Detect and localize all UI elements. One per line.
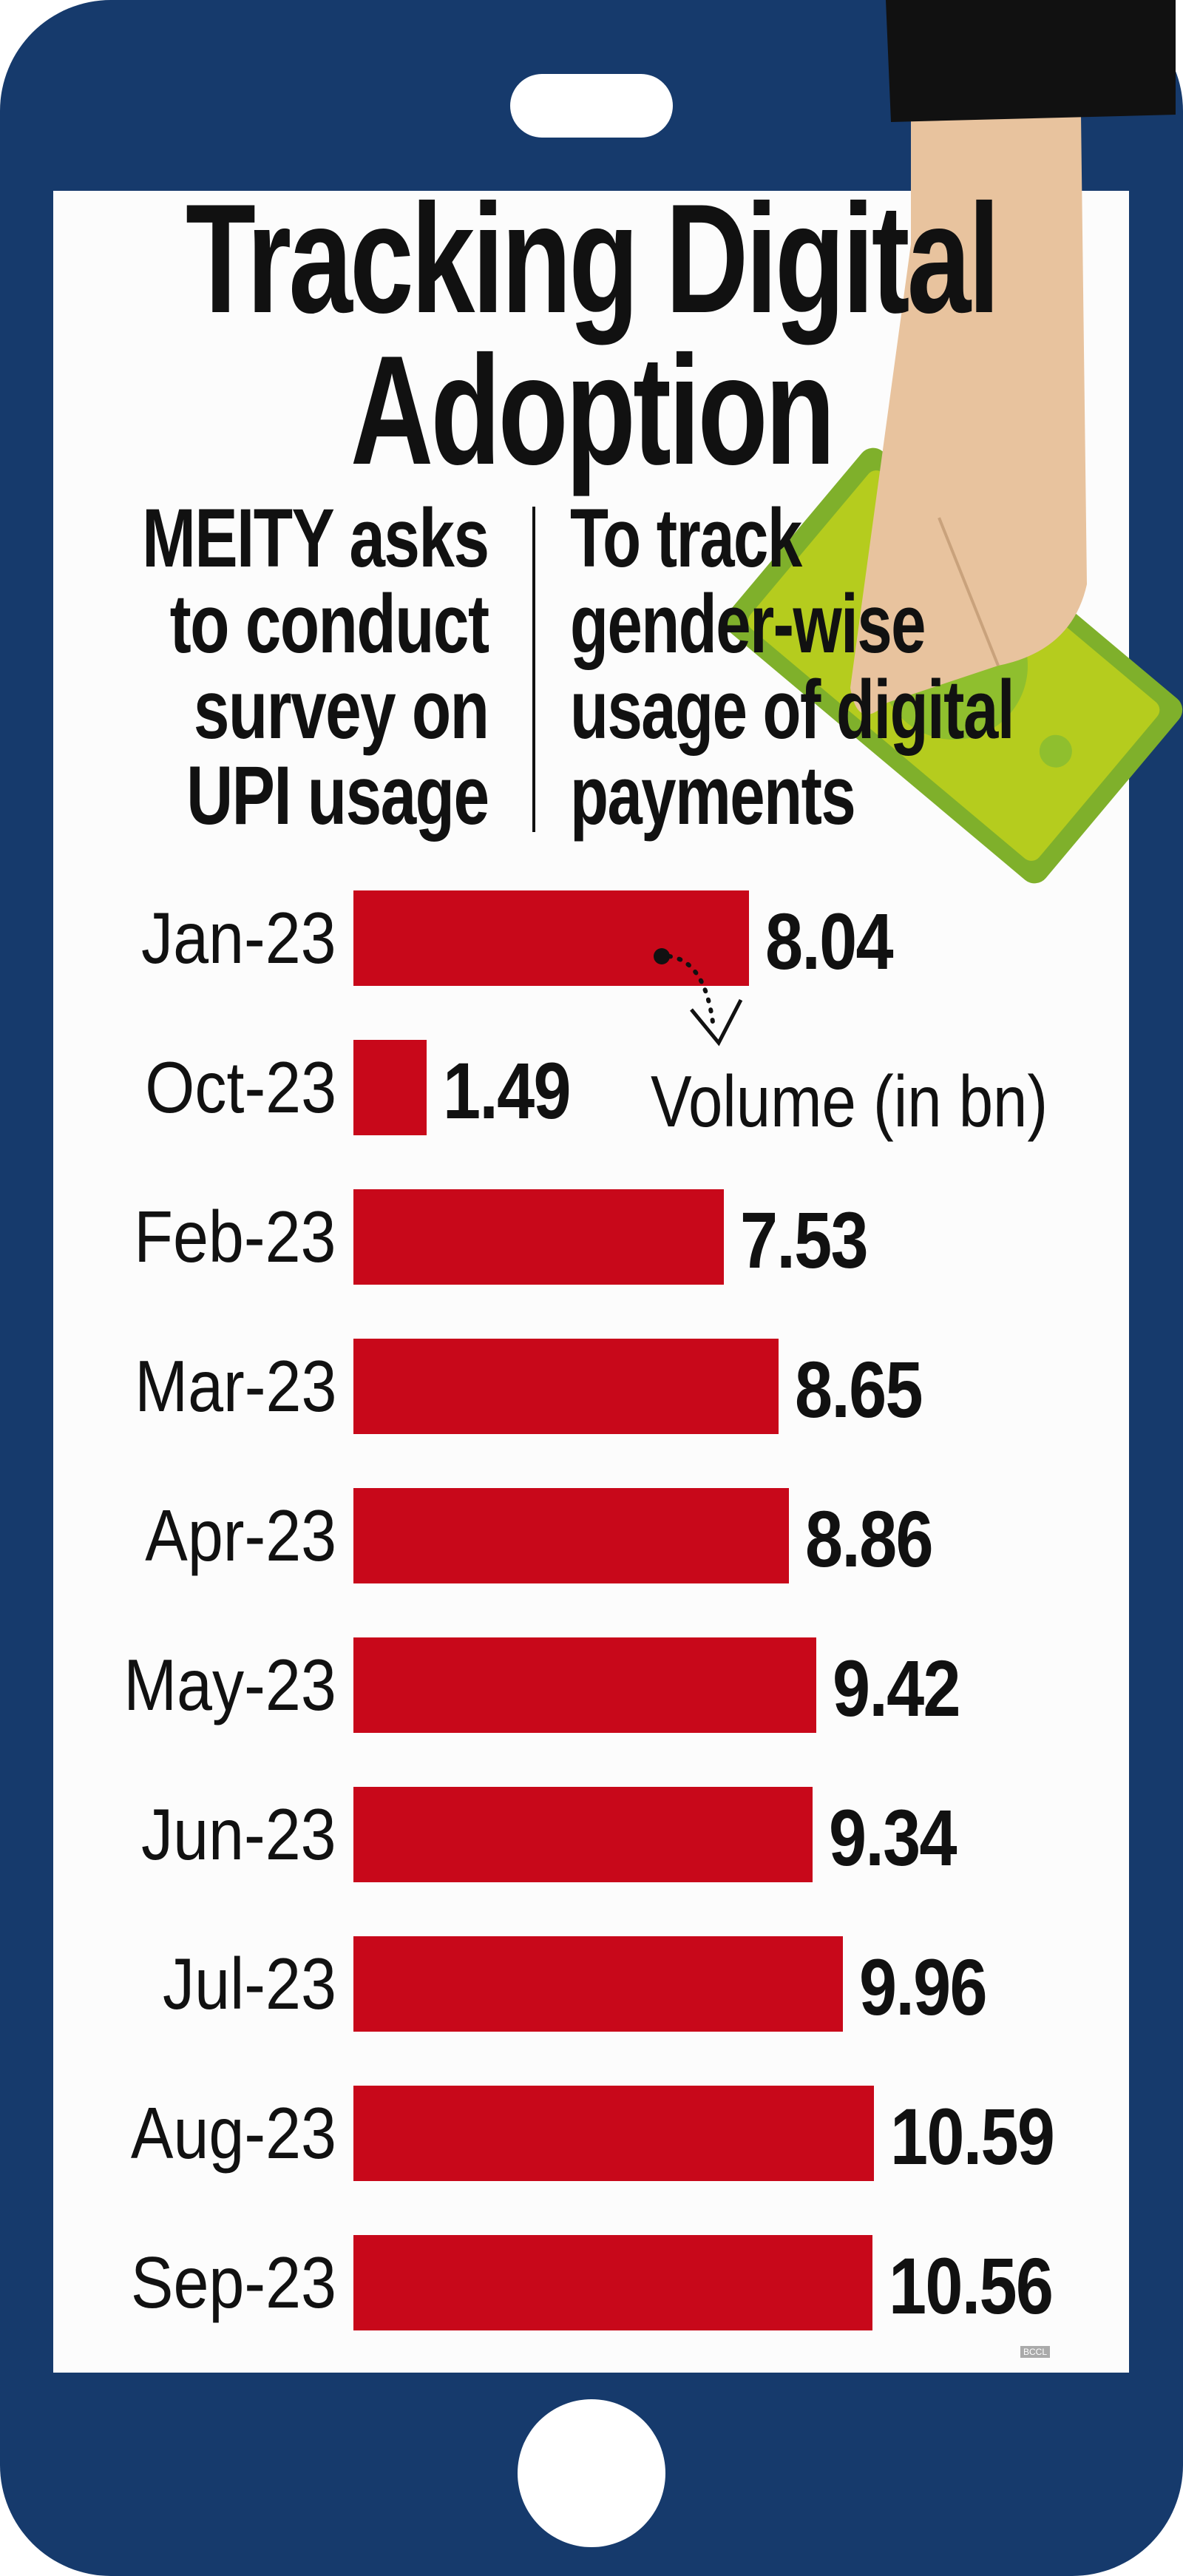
category-label: May-23 bbox=[123, 1644, 336, 1725]
category-label: Sep-23 bbox=[130, 2242, 336, 2323]
bar-feb-23 bbox=[353, 1189, 724, 1285]
subtitle-left-line: to conduct bbox=[169, 578, 489, 670]
chart-title-line-1: Tracking Digital bbox=[186, 172, 1000, 345]
category-label: Jul-23 bbox=[163, 1943, 336, 2024]
value-label: 10.59 bbox=[890, 2092, 1055, 2181]
subtitle-right-line: payments bbox=[570, 749, 856, 842]
subtitle-left-line: UPI usage bbox=[186, 749, 489, 842]
bar-mar-23 bbox=[353, 1339, 779, 1434]
bar-apr-23 bbox=[353, 1488, 790, 1583]
category-label: Feb-23 bbox=[134, 1196, 336, 1277]
value-label: 9.42 bbox=[833, 1643, 961, 1733]
bar-sep-23 bbox=[353, 2235, 873, 2330]
bar-aug-23 bbox=[353, 2086, 875, 2181]
value-label: 8.86 bbox=[805, 1494, 934, 1583]
watermark: BCCL bbox=[1020, 2346, 1051, 2358]
unit-label: Volume (in bn) bbox=[651, 1061, 1048, 1142]
subtitle-right-line: To track bbox=[570, 492, 802, 584]
hand-holding-money-icon bbox=[725, 0, 1183, 884]
phone-home-button-icon bbox=[518, 2399, 665, 2547]
category-label: Jan-23 bbox=[141, 897, 336, 978]
value-label: 10.56 bbox=[889, 2241, 1054, 2330]
bar-jul-23 bbox=[353, 1936, 844, 2032]
category-label: Aug-23 bbox=[130, 2092, 336, 2174]
subtitle-left-line: MEITY asks bbox=[141, 492, 489, 584]
value-label: 7.53 bbox=[739, 1195, 869, 1285]
value-label: 9.96 bbox=[859, 1942, 988, 2032]
bar-jan-23 bbox=[353, 890, 749, 986]
subtitle-left-line: survey on bbox=[193, 663, 489, 756]
subtitle-right: To track gender-wise usage of digital pa… bbox=[570, 496, 1014, 839]
category-label: Apr-23 bbox=[145, 1495, 336, 1576]
subtitle-right-line: usage of digital bbox=[570, 663, 1014, 756]
bar-may-23 bbox=[353, 1637, 817, 1733]
bar-jun-23 bbox=[353, 1787, 813, 1882]
value-label: 8.65 bbox=[795, 1345, 923, 1434]
value-label: 1.49 bbox=[443, 1046, 572, 1135]
bar-oct-23 bbox=[353, 1040, 427, 1135]
unit-pointer-arrow-icon bbox=[654, 948, 743, 1047]
subtitle-right-line: gender-wise bbox=[570, 578, 926, 670]
value-label: 9.34 bbox=[829, 1793, 957, 1882]
category-label: Mar-23 bbox=[134, 1345, 336, 1427]
phone-speaker-icon bbox=[510, 74, 673, 138]
category-label: Oct-23 bbox=[145, 1047, 336, 1128]
chart-title-line-2: Adoption bbox=[350, 323, 835, 497]
value-label: 8.04 bbox=[765, 896, 894, 986]
category-label: Jun-23 bbox=[141, 1794, 336, 1875]
subtitle-left: MEITY asks to conduct survey on UPI usag… bbox=[141, 492, 489, 842]
subtitle-divider bbox=[532, 507, 535, 832]
